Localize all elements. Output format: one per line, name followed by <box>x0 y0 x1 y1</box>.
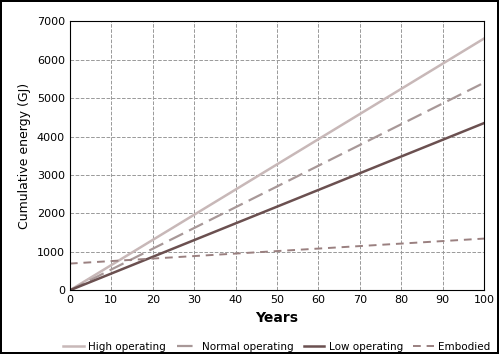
Low operating <box>263 209 269 213</box>
Normal operating <box>313 165 319 169</box>
Embodied <box>471 237 477 241</box>
Low operating <box>313 189 319 193</box>
High operating <box>471 42 477 47</box>
Low operating <box>266 208 272 212</box>
Normal operating <box>481 81 487 85</box>
Line: Embodied: Embodied <box>70 239 484 264</box>
Normal operating <box>291 176 297 180</box>
Low operating <box>471 125 477 129</box>
High operating <box>313 138 319 143</box>
Normal operating <box>266 188 272 193</box>
High operating <box>481 36 487 41</box>
Normal operating <box>67 288 73 292</box>
Low operating <box>481 121 487 125</box>
Embodied <box>266 250 272 254</box>
High operating <box>67 288 73 292</box>
Embodied <box>263 250 269 254</box>
Embodied <box>481 236 487 241</box>
Normal operating <box>406 118 412 122</box>
Embodied <box>313 247 319 251</box>
Y-axis label: Cumulative energy (GJ): Cumulative energy (GJ) <box>18 83 31 229</box>
Line: Normal operating: Normal operating <box>70 83 484 290</box>
X-axis label: Years: Years <box>255 311 298 325</box>
Embodied <box>406 241 412 245</box>
Line: High operating: High operating <box>70 39 484 290</box>
Low operating <box>67 288 73 292</box>
Low operating <box>406 151 412 155</box>
Embodied <box>67 262 73 266</box>
High operating <box>291 152 297 156</box>
High operating <box>263 169 269 173</box>
High operating <box>266 167 272 171</box>
Low operating <box>291 198 297 202</box>
Embodied <box>291 248 297 252</box>
Legend: High operating, Normal operating, Low operating, Embodied: High operating, Normal operating, Low op… <box>59 337 495 354</box>
Normal operating <box>263 190 269 194</box>
High operating <box>406 82 412 86</box>
Normal operating <box>471 86 477 90</box>
Line: Low operating: Low operating <box>70 123 484 290</box>
